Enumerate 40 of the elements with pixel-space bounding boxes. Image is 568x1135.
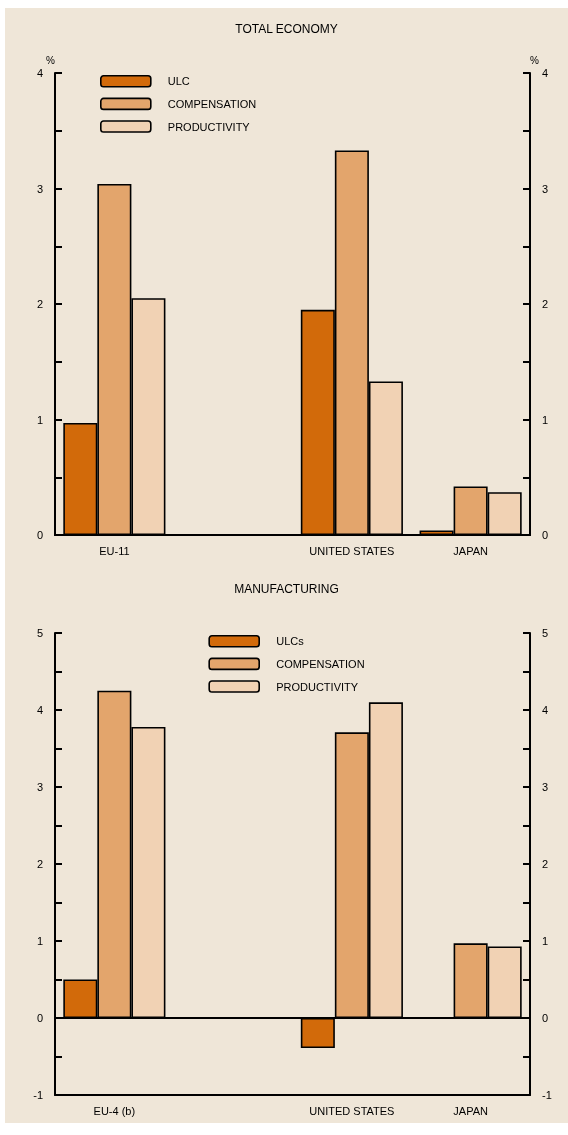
y2-axis-title: % — [530, 54, 539, 66]
legend-label: ULCs — [276, 635, 305, 648]
y-tick-label: 1 — [36, 935, 43, 947]
y-tick-label: 3 — [36, 182, 43, 195]
chart-title: TOTAL ECONOMY — [235, 22, 338, 36]
y-tick-label: 5 — [36, 627, 43, 639]
x-tick-label: EU-4 (b) — [93, 1104, 136, 1117]
y-tick-label: 1 — [36, 413, 43, 426]
y-tick-label: 3 — [36, 781, 43, 793]
x-tick-label: JAPAN — [453, 544, 488, 557]
y-tick-label: -1 — [33, 1089, 43, 1101]
y2-tick-label: 0 — [542, 1012, 549, 1024]
y2-tick-label: 4 — [542, 704, 549, 716]
y2-tick-label: 1 — [542, 935, 549, 947]
y2-tick-label: 0 — [542, 529, 549, 541]
y-axis-title: % — [46, 54, 56, 66]
y-tick-label: 0 — [36, 1012, 43, 1024]
y-tick-label: 0 — [36, 529, 43, 541]
x-tick-label: UNITED STATES — [309, 1104, 395, 1117]
legend-label: PRODUCTIVITY — [167, 120, 251, 133]
y-tick-label: 2 — [36, 858, 43, 870]
legend-label: PRODUCTIVITY — [276, 680, 359, 693]
chart-title: MANUFACTURING — [234, 582, 339, 596]
x-tick-label: JAPAN — [453, 1104, 488, 1117]
y2-tick-label: 5 — [542, 627, 549, 639]
legend-label: ULC — [167, 75, 190, 88]
legend-label: COMPENSATION — [276, 657, 365, 670]
y2-tick-label: 2 — [542, 298, 549, 310]
y2-tick-label: 3 — [542, 781, 549, 793]
y2-tick-label: -1 — [542, 1089, 552, 1101]
y-tick-label: 4 — [36, 704, 43, 716]
x-tick-label: EU-11 — [99, 544, 130, 557]
legend-label: COMPENSATION — [167, 97, 257, 110]
y2-tick-label: 3 — [542, 182, 549, 195]
x-tick-label: UNITED STATES — [309, 544, 395, 557]
y2-tick-label: 1 — [542, 413, 549, 426]
y2-tick-label: 2 — [542, 858, 549, 870]
y2-tick-label: 4 — [542, 67, 549, 79]
y-tick-label: 4 — [36, 67, 43, 79]
y-tick-label: 2 — [36, 298, 43, 310]
